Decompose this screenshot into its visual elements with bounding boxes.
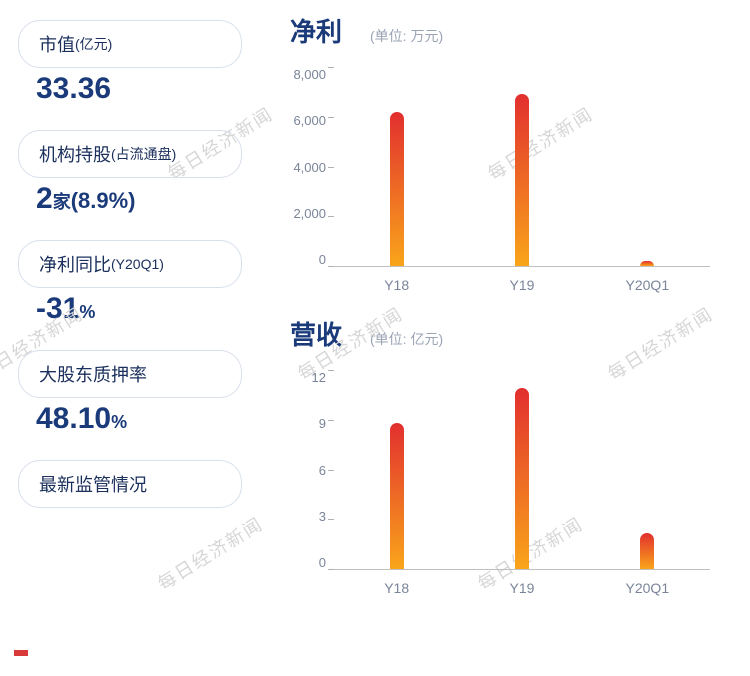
charts-panel: 净利 (单位: 万元) 8,000 6,000 4,000 2,000 0 Y1… (260, 0, 750, 676)
stat-value: -31 (36, 292, 79, 326)
stat-label: 市值 (39, 31, 75, 57)
stat-market-cap: 市值 (亿元) 33.36 (18, 20, 242, 106)
bar-slot (459, 370, 584, 569)
stats-panel: 市值 (亿元) 33.36 机构持股 (占流通盘) 2 家 (8.9%) 净利同… (0, 0, 260, 676)
chart-title: 营收 (290, 315, 342, 352)
red-mark-icon (14, 650, 28, 656)
stat-pct: (8.9%) (71, 188, 136, 214)
stat-sublabel: (占流通盘) (111, 144, 176, 164)
plot-area (334, 370, 710, 570)
stat-value-unit: 家 (53, 188, 71, 214)
bar (640, 261, 654, 266)
stat-label: 净利同比 (39, 251, 111, 277)
y-tick: 4,000 (293, 160, 332, 175)
y-axis: 8,000 6,000 4,000 2,000 0 (270, 67, 332, 267)
x-label: Y20Q1 (585, 574, 710, 600)
bar-slot (459, 67, 584, 266)
bar-slot (334, 370, 459, 569)
profit-chart: 净利 (单位: 万元) 8,000 6,000 4,000 2,000 0 Y1… (270, 12, 730, 297)
stat-sublabel: (亿元) (75, 34, 112, 54)
stat-pledge-rate: 大股东质押率 48.10 % (18, 350, 242, 436)
stat-profit-yoy: 净利同比 (Y20Q1) -31 % (18, 240, 242, 326)
x-label: Y19 (459, 574, 584, 600)
stat-unit: % (111, 412, 127, 433)
y-tick: 6,000 (293, 113, 332, 128)
x-label: Y20Q1 (585, 271, 710, 297)
x-label: Y18 (334, 574, 459, 600)
bar-slot (585, 67, 710, 266)
y-tick: 12 (312, 370, 332, 385)
stat-value: 33.36 (36, 72, 242, 106)
y-tick: 9 (319, 416, 332, 431)
y-tick: 8,000 (293, 67, 332, 82)
revenue-chart: 营收 (单位: 亿元) 12 9 6 3 0 Y18 Y19 Y20Q1 (270, 315, 730, 600)
x-axis: Y18 Y19 Y20Q1 (334, 271, 710, 297)
y-tick: 3 (319, 509, 332, 524)
bar (390, 112, 404, 266)
y-tick: 2,000 (293, 206, 332, 221)
y-axis: 12 9 6 3 0 (270, 370, 332, 570)
bar (515, 94, 529, 266)
main-container: 市值 (亿元) 33.36 机构持股 (占流通盘) 2 家 (8.9%) 净利同… (0, 0, 750, 676)
stat-unit: % (79, 302, 95, 323)
bar (390, 423, 404, 569)
stat-value: 48.10 (36, 402, 111, 436)
y-tick: 0 (319, 555, 332, 570)
stat-institution-holding: 机构持股 (占流通盘) 2 家 (8.9%) (18, 130, 242, 216)
x-label: Y19 (459, 271, 584, 297)
stat-label: 机构持股 (39, 141, 111, 167)
bar-slot (334, 67, 459, 266)
chart-unit: (单位: 亿元) (370, 329, 443, 349)
bar (640, 533, 654, 569)
stat-label: 大股东质押率 (39, 361, 147, 387)
x-axis: Y18 Y19 Y20Q1 (334, 574, 710, 600)
y-tick: 0 (319, 252, 332, 267)
chart-title: 净利 (290, 12, 342, 49)
stat-sublabel: (Y20Q1) (111, 256, 164, 272)
stat-regulatory: 最新监管情况 (18, 460, 242, 508)
plot-area (334, 67, 710, 267)
bar-slot (585, 370, 710, 569)
stat-value: 2 (36, 182, 53, 216)
x-label: Y18 (334, 271, 459, 297)
bars-container (334, 67, 710, 266)
chart-unit: (单位: 万元) (370, 26, 443, 46)
stat-label: 最新监管情况 (39, 471, 147, 497)
bars-container (334, 370, 710, 569)
bar (515, 388, 529, 569)
